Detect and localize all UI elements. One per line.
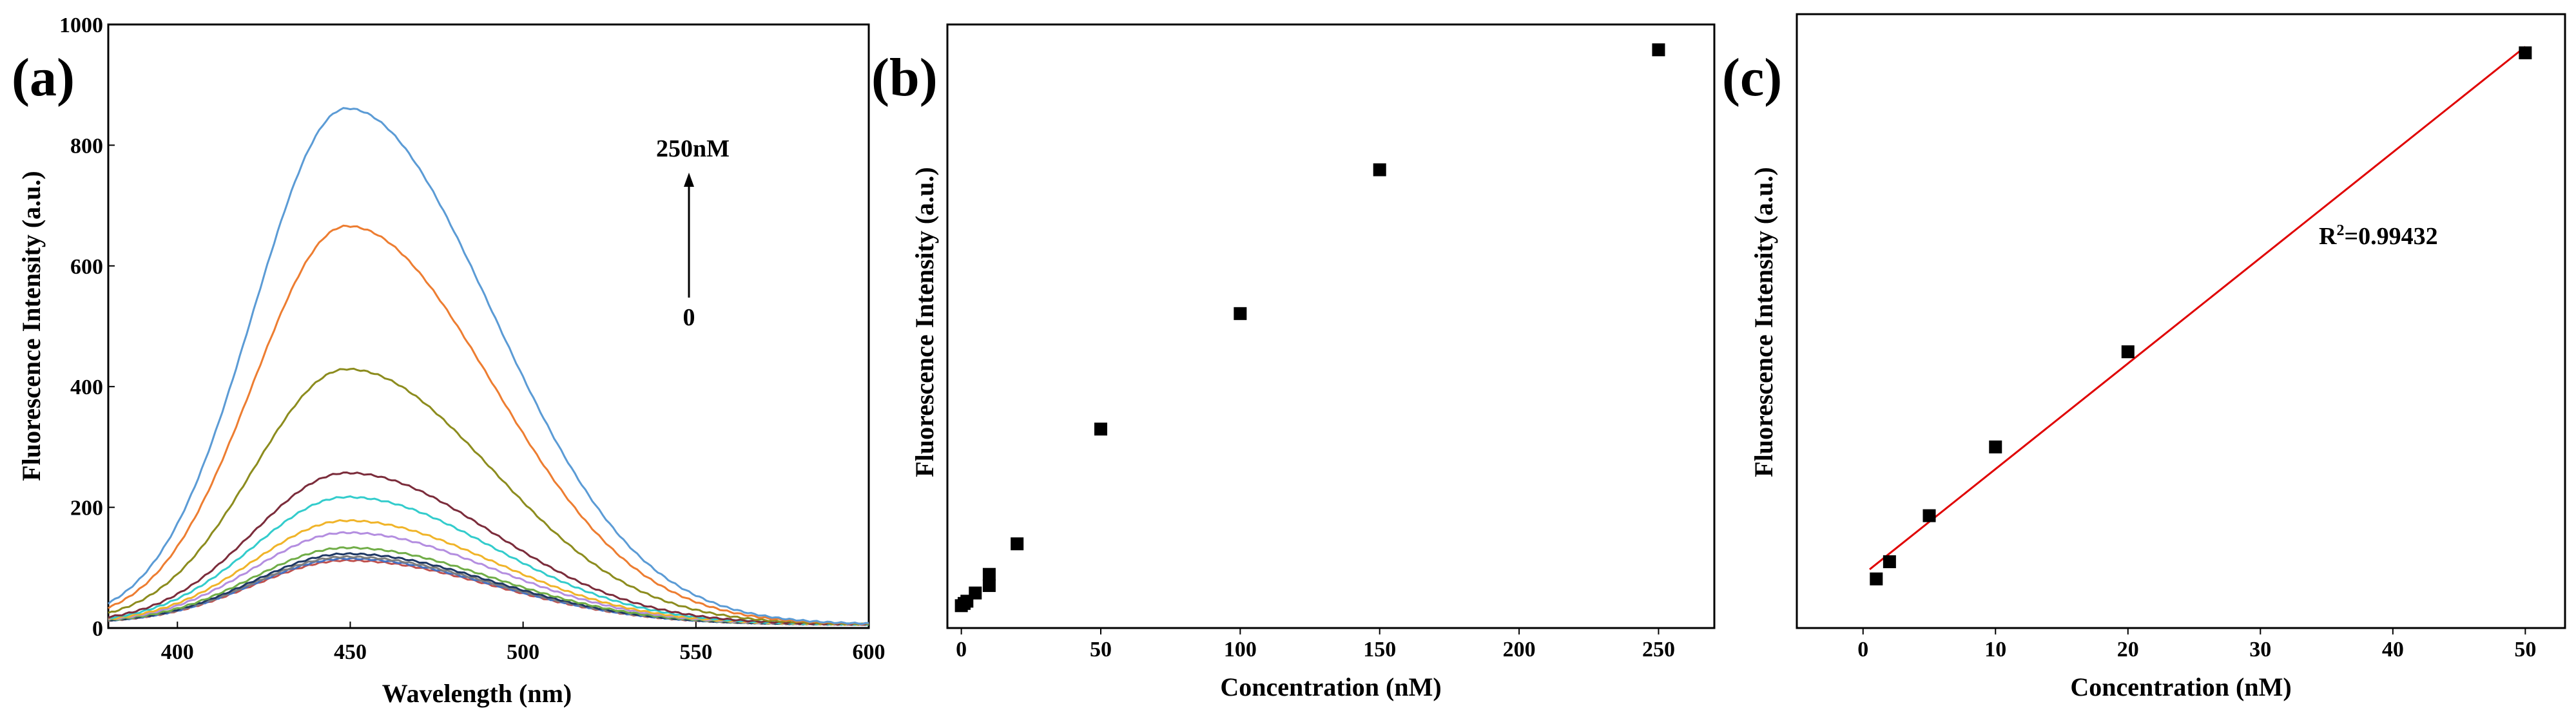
a-y-tick-label: 800 bbox=[70, 134, 103, 158]
b-x-tick-label: 200 bbox=[1503, 638, 1536, 662]
c-x-tick-label: 0 bbox=[1857, 638, 1868, 662]
panel-b-points bbox=[954, 43, 1665, 613]
r2-letter: R bbox=[2319, 223, 2337, 250]
panel-c-label: (c) bbox=[1722, 48, 1782, 108]
a-series-line bbox=[108, 531, 869, 626]
c-x-tick-label: 40 bbox=[2382, 638, 2404, 662]
a-series-line bbox=[108, 367, 869, 626]
panel-c-x-axis-title: Concentration (nM) bbox=[2070, 672, 2291, 701]
panel-a-arrow-label-top: 250nM bbox=[656, 135, 730, 162]
a-series-line bbox=[108, 495, 869, 626]
b-data-point bbox=[982, 579, 996, 593]
a-y-tick-label: 600 bbox=[70, 255, 103, 279]
panel-b-x-axis-title: Concentration (nM) bbox=[1220, 672, 1441, 701]
a-x-tick-label: 450 bbox=[334, 640, 367, 664]
panel-a-y-ticks: 0 200 400 600 800 1000 bbox=[59, 14, 115, 641]
b-data-point bbox=[982, 567, 996, 581]
a-x-tick-label: 400 bbox=[161, 640, 194, 664]
a-x-tick-label: 500 bbox=[507, 640, 539, 664]
a-series-line bbox=[108, 107, 869, 625]
panel-b-label: (b) bbox=[871, 48, 938, 108]
b-data-point bbox=[1652, 43, 1665, 57]
panel-b: (b) 0 50 100 150 200 250 Concentration (nM) F… bbox=[871, 23, 1716, 701]
panel-a-y-axis-title: Fluorescence Intensity (a.u.) bbox=[17, 171, 46, 481]
panel-c-frame bbox=[1796, 13, 2566, 629]
panel-b-frame bbox=[946, 23, 1716, 629]
r2-superscript: 2 bbox=[2336, 222, 2344, 239]
panel-c-fit bbox=[1869, 46, 2526, 571]
a-series-line bbox=[108, 471, 869, 626]
c-data-point bbox=[1883, 555, 1896, 569]
b-data-point bbox=[1373, 163, 1386, 176]
c-data-point bbox=[1870, 572, 1883, 586]
panel-a-label: (a) bbox=[12, 48, 75, 108]
b-data-point bbox=[1234, 307, 1247, 320]
panel-a-frame bbox=[107, 23, 870, 629]
a-y-tick-label: 400 bbox=[70, 376, 103, 399]
a-y-tick-label: 200 bbox=[70, 497, 103, 520]
c-x-tick-label: 10 bbox=[1984, 638, 2006, 662]
a-x-tick-label: 600 bbox=[853, 640, 886, 664]
a-series-line bbox=[108, 519, 869, 626]
panel-c-points bbox=[1870, 46, 2532, 586]
c-data-point bbox=[2519, 46, 2532, 60]
c-data-point bbox=[1989, 440, 2002, 453]
panel-b-y-axis-title: Fluorescence Intensity (a.u.) bbox=[910, 167, 939, 477]
panel-a-curves bbox=[108, 107, 869, 626]
a-y-tick-label: 1000 bbox=[59, 14, 103, 37]
a-series-line bbox=[108, 224, 869, 625]
a-y-tick-label: 0 bbox=[92, 617, 103, 641]
panel-c-x-ticks: 0 10 20 30 40 50 bbox=[1857, 628, 2536, 662]
b-x-tick-label: 150 bbox=[1363, 638, 1396, 662]
b-x-tick-label: 100 bbox=[1224, 638, 1257, 662]
panel-a-x-axis-title: Wavelength (nm) bbox=[382, 679, 572, 708]
b-data-point bbox=[969, 586, 982, 600]
c-fit-line bbox=[1869, 46, 2526, 571]
c-data-point bbox=[2121, 345, 2135, 359]
c-x-tick-label: 30 bbox=[2249, 638, 2271, 662]
panel-c-y-axis-title: Fluorescence Intensity (a.u.) bbox=[1749, 167, 1778, 477]
b-data-point bbox=[1011, 537, 1024, 551]
c-data-point bbox=[1922, 509, 1936, 522]
c-x-tick-label: 50 bbox=[2514, 638, 2536, 662]
panel-a: (a) 0 200 400 600 800 1000 400 450 500 550 600 Wa… bbox=[12, 14, 886, 708]
panel-b-x-ticks: 0 50 100 150 200 250 bbox=[956, 628, 1675, 662]
b-data-point bbox=[1094, 423, 1107, 436]
b-x-tick-label: 250 bbox=[1642, 638, 1675, 662]
c-x-tick-label: 20 bbox=[2117, 638, 2139, 662]
b-x-tick-label: 50 bbox=[1090, 638, 1112, 662]
b-x-tick-label: 0 bbox=[956, 638, 967, 662]
r2-value: =0.99432 bbox=[2344, 223, 2437, 250]
panel-a-arrow-head bbox=[684, 173, 694, 187]
panel-a-arrow-label-bottom: 0 bbox=[683, 304, 695, 331]
panel-c: (c) 0 10 20 30 40 50 Concentration (nM) Fluor… bbox=[1722, 13, 2566, 701]
a-x-tick-label: 550 bbox=[679, 640, 712, 664]
panel-c-r2-annotation: R2=0.99432 bbox=[2319, 222, 2438, 250]
